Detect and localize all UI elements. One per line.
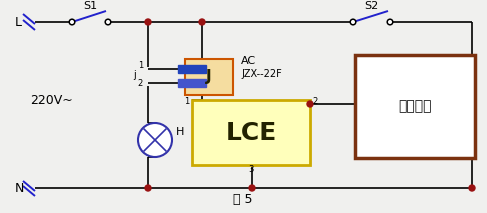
Text: S2: S2: [364, 1, 378, 11]
Circle shape: [469, 185, 475, 191]
Text: 幻灯设备: 幻灯设备: [398, 99, 432, 114]
Text: H: H: [176, 127, 185, 137]
Text: 2: 2: [312, 97, 317, 106]
Text: S1: S1: [83, 1, 97, 11]
Text: JZX--22F: JZX--22F: [241, 69, 282, 79]
Text: AC: AC: [241, 56, 256, 66]
Text: 220V~: 220V~: [30, 94, 73, 106]
Circle shape: [69, 19, 75, 25]
Circle shape: [138, 123, 172, 157]
Text: J: J: [206, 69, 212, 85]
Circle shape: [350, 19, 356, 25]
Bar: [178, 79, 206, 87]
Text: 1: 1: [138, 61, 143, 70]
Text: N: N: [15, 181, 24, 194]
Text: 2: 2: [138, 79, 143, 88]
Bar: [178, 65, 206, 73]
Text: j: j: [133, 70, 136, 80]
Circle shape: [387, 19, 393, 25]
Circle shape: [105, 19, 111, 25]
Text: 图 5: 图 5: [233, 193, 253, 206]
Bar: [192, 100, 310, 165]
Circle shape: [145, 185, 151, 191]
Bar: [185, 59, 233, 95]
Circle shape: [307, 101, 313, 107]
Text: LCE: LCE: [225, 121, 277, 144]
Text: 1: 1: [184, 97, 189, 106]
Circle shape: [145, 19, 151, 25]
Bar: [355, 55, 475, 158]
Text: 3: 3: [248, 165, 254, 174]
Text: L: L: [15, 16, 22, 29]
Circle shape: [249, 185, 255, 191]
Circle shape: [199, 19, 205, 25]
